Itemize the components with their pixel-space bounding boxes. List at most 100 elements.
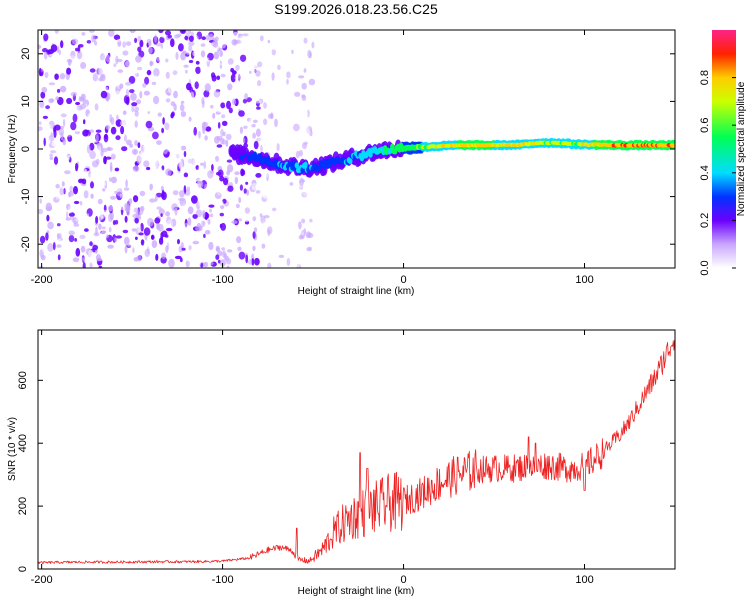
spectrogram-noise-cell xyxy=(115,98,119,107)
spectrogram-noise-cell xyxy=(72,257,80,263)
spectrogram-noise-cell xyxy=(176,79,180,84)
spectrogram-noise-cell xyxy=(252,132,256,139)
spectrogram-noise-cell xyxy=(147,111,151,115)
spectrogram-noise-cell xyxy=(64,182,71,192)
spectrogram-noise-cell xyxy=(303,37,308,44)
spectrogram-noise-cell xyxy=(47,221,54,230)
spectrogram-noise-cell xyxy=(147,244,152,250)
spectrogram-noise-cell xyxy=(286,99,290,104)
spectrogram-noise-cell xyxy=(165,245,169,254)
spectrogram-noise-cell xyxy=(38,208,44,215)
spectrogram-noise-cell xyxy=(195,98,200,103)
spectrogram-noise-cell xyxy=(249,70,252,74)
spectrogram-noise-cell xyxy=(52,188,55,192)
spectrogram-noise-cell xyxy=(65,43,71,53)
spectrogram-noise-cell xyxy=(73,30,78,33)
spectrogram-noise-cell xyxy=(200,162,204,166)
spectrogram-noise-cell xyxy=(134,140,138,146)
spectrogram-noise-cell xyxy=(157,157,160,165)
spectrogram-noise-cell xyxy=(125,122,132,127)
spectrogram-noise-cell xyxy=(49,153,53,157)
figure-title: S199.2026.018.23.56.C25 xyxy=(274,1,438,17)
spectrogram-noise-cell xyxy=(263,108,267,118)
spectrogram-noise-cell xyxy=(249,226,253,235)
spectrogram-noise-cell xyxy=(195,66,201,75)
spectrogram-noise-cell xyxy=(126,139,132,146)
spectrogram-noise-cell xyxy=(163,45,167,50)
spectrogram-noise-cell xyxy=(81,255,85,263)
spectrogram-noise-cell xyxy=(105,55,111,63)
spectrogram-noise-cell xyxy=(227,249,233,253)
spectrogram-noise-cell xyxy=(259,213,263,218)
spectrogram-noise-cell xyxy=(208,100,215,108)
spectrogram-noise-cell xyxy=(64,154,71,161)
spectrogram-noise-cell xyxy=(174,207,178,216)
spectrogram-noise-cell xyxy=(299,230,305,236)
spectrogram-noise-cell xyxy=(46,57,51,63)
spectrogram-noise-cell xyxy=(195,165,200,170)
spectrogram-noise-cell xyxy=(269,114,274,118)
spectrogram-noise-cell xyxy=(161,127,165,134)
spectrogram-noise-cell xyxy=(45,192,50,200)
spectrogram-noise-cell xyxy=(111,191,116,196)
spectrogram-noise-cell xyxy=(245,254,249,264)
spectrogram-noise-cell xyxy=(122,195,128,203)
spectrogram-noise-cell xyxy=(214,192,222,199)
spectrogram-noise-cell xyxy=(159,201,165,206)
snr-frame xyxy=(37,329,676,570)
spectrogram-noise-cell xyxy=(255,128,261,137)
spectrogram-noise-cell xyxy=(129,264,133,268)
spectrogram-noise-cell xyxy=(106,253,113,260)
spectrogram-noise-cell xyxy=(207,52,214,61)
spectrogram-noise-cell xyxy=(186,116,190,123)
spectrogram-noise-cell xyxy=(136,155,142,164)
spectrogram-noise-cell xyxy=(52,242,56,251)
spectrogram-noise-cell xyxy=(42,115,49,119)
spectrogram-noise-cell xyxy=(92,73,99,82)
spectrogram-noise-cell xyxy=(90,193,94,199)
spectrogram-noise-cell xyxy=(42,160,47,165)
spectrogram-noise-cell xyxy=(261,224,266,230)
spectrogram-noise-cell xyxy=(136,66,143,71)
spectrogram-noise-cell xyxy=(73,241,77,246)
spectrogram-noise-cell xyxy=(156,171,161,176)
spectrogram-noise-cell xyxy=(183,236,187,243)
spectrogram-noise-cell xyxy=(189,248,195,253)
spectrogram-noise-cell xyxy=(125,60,131,67)
spectrogram-noise-cell xyxy=(67,133,71,137)
spectrogram-noise-cell xyxy=(268,208,272,213)
spectrogram-noise-cell xyxy=(219,223,223,229)
spectrogram-noise-cell xyxy=(214,155,220,162)
spectrogram-noise-cell xyxy=(101,226,106,230)
spectrogram-noise-cell xyxy=(81,32,86,36)
spectrogram-noise-cell xyxy=(200,220,206,228)
spectrogram-noise-cell xyxy=(80,62,87,69)
spectrogram-noise-cell xyxy=(230,261,234,268)
spectrogram-noise-cell xyxy=(151,240,158,249)
spectrogram-noise-cell xyxy=(296,176,301,182)
spectrogram-noise-cell xyxy=(51,142,56,147)
spectrogram-noise-cell xyxy=(173,30,181,35)
spectrogram-noise-cell xyxy=(159,36,165,44)
spectrogram-noise-cell xyxy=(116,39,122,42)
spectrogram-noise-cell xyxy=(200,56,204,65)
spectrogram-noise-cell xyxy=(63,166,68,171)
spectrogram-noise-cell xyxy=(202,210,206,219)
spectrogram-noise-cell xyxy=(120,221,126,226)
spectrogram-noise-cell xyxy=(113,63,117,68)
spectrogram-noise-cell xyxy=(55,184,60,189)
spectrogram-noise-cell xyxy=(252,67,256,75)
spectrogram-noise-cell xyxy=(52,97,56,104)
spectrogram-noise-cell xyxy=(167,47,170,51)
spectrogram-noise-cell xyxy=(295,58,300,63)
spectrogram-noise-cell xyxy=(160,213,163,218)
spectrogram-noise-cell xyxy=(81,191,85,196)
spectrogram-noise-cell xyxy=(139,190,146,197)
spectrogram-noise-cell xyxy=(110,153,116,160)
spectrogram-noise-cell xyxy=(222,131,226,137)
spectrogram-noise-cell xyxy=(237,246,242,251)
spectrogram-noise-cell xyxy=(193,264,199,268)
spectrogram-noise-cell xyxy=(48,98,54,104)
spectrogram-noise-cell xyxy=(120,125,125,135)
spectrogram-noise-cell xyxy=(289,182,294,186)
